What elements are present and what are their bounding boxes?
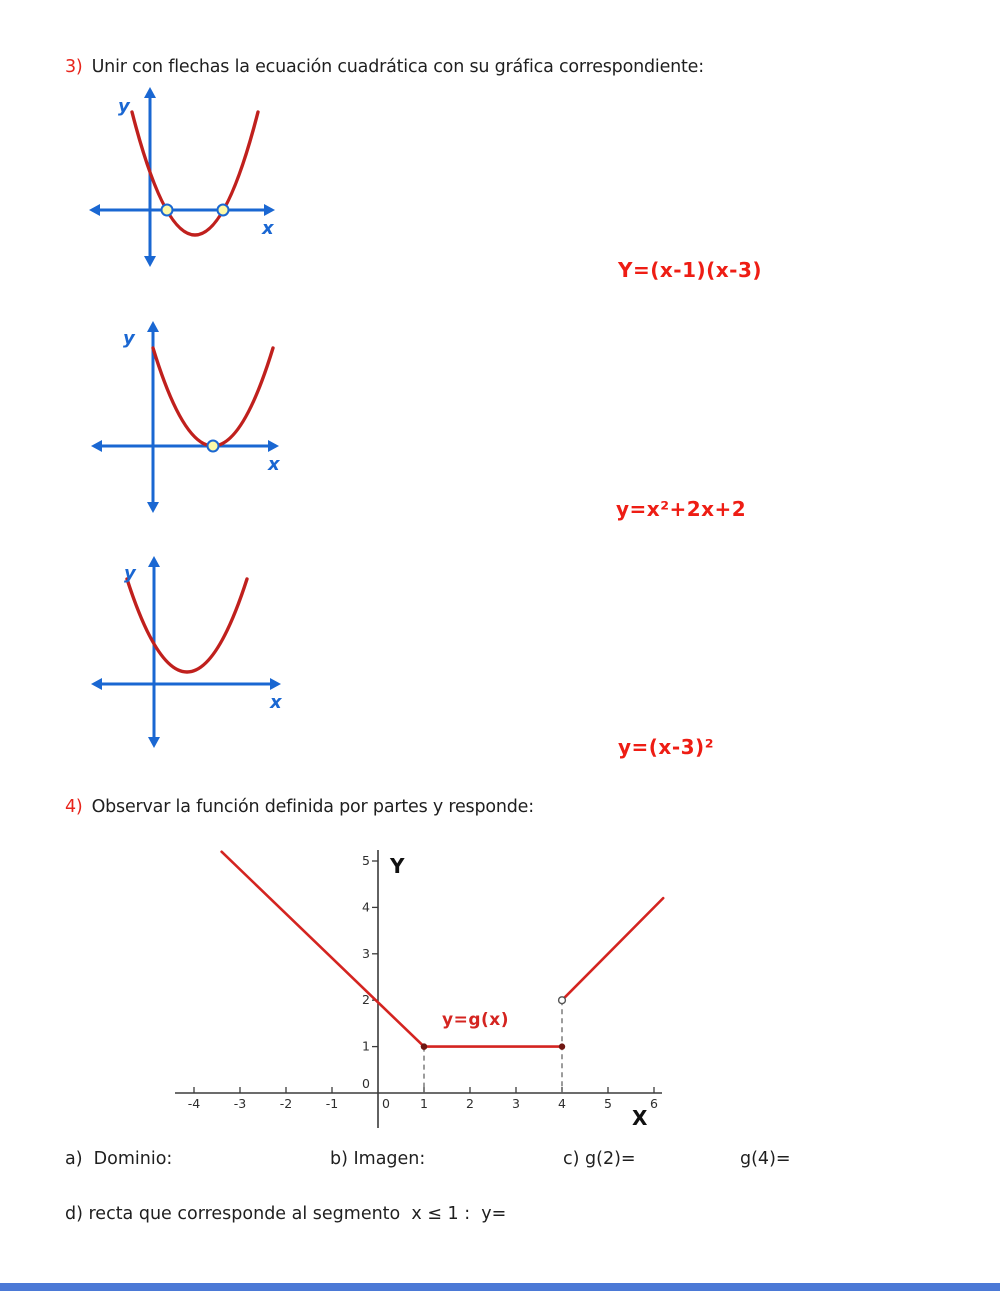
svg-text:0: 0: [382, 1096, 390, 1111]
footer-bar: [0, 1283, 1000, 1291]
y-axis-label: y: [118, 96, 131, 117]
exercise4-title: Observar la función definida por partes …: [91, 797, 535, 817]
root-point: [160, 203, 174, 217]
right-arrow-icon: [268, 440, 279, 452]
root-point: [206, 439, 220, 453]
parabola-curve: [151, 346, 275, 448]
svg-text:-2: -2: [280, 1096, 292, 1111]
down-arrow-icon: [147, 502, 159, 513]
axes: [89, 87, 275, 267]
left-arrow-icon: [91, 440, 102, 452]
x-axis-label: x: [269, 692, 283, 713]
down-arrow-icon: [144, 256, 156, 267]
y-axis-label: y: [124, 563, 137, 584]
parabola-curve: [130, 110, 260, 237]
left-arrow-icon: [91, 678, 102, 690]
answer-b-label: b) Imagen:: [330, 1149, 426, 1169]
y-axis-title: Y: [389, 854, 405, 878]
svg-text:5: 5: [604, 1096, 612, 1111]
answer-d-label: d) recta que corresponde al segmento x ≤…: [65, 1204, 507, 1224]
svg-text:0: 0: [362, 1076, 370, 1091]
equation-1[interactable]: Y=(x-1)(x-3): [618, 258, 763, 282]
svg-text:-4: -4: [188, 1096, 201, 1111]
svg-text:1: 1: [362, 1039, 370, 1054]
y-axis-label: y: [123, 328, 136, 349]
svg-text:2: 2: [466, 1096, 474, 1111]
parabola-graph-two-roots[interactable]: y x: [88, 86, 288, 271]
up-arrow-icon: [144, 87, 156, 98]
exercise3-number: 3): [65, 57, 83, 77]
axes: [91, 321, 279, 513]
x-axis-label: x: [267, 454, 281, 475]
svg-text:2: 2: [362, 992, 370, 1007]
svg-text:3: 3: [362, 946, 370, 961]
exercise3-heading: 3) Unir con flechas la ecuación cuadrátic…: [65, 57, 704, 77]
svg-text:4: 4: [558, 1096, 566, 1111]
equation-3[interactable]: y=(x-3)²: [618, 735, 714, 759]
svg-text:3: 3: [512, 1096, 520, 1111]
right-arrow-icon: [270, 678, 281, 690]
piecewise-function-chart: -4 -3 -2 -1 0 1 2 3 4 5 6 0 1 2 3 4 5 Y X y=g(x): [175, 850, 665, 1130]
up-arrow-icon: [148, 556, 160, 567]
svg-text:4: 4: [362, 899, 370, 914]
svg-text:1: 1: [420, 1096, 428, 1111]
left-arrow-icon: [89, 204, 100, 216]
exercise4-number: 4): [65, 797, 83, 817]
function-label: y=g(x): [442, 1010, 509, 1030]
svg-text:6: 6: [650, 1096, 658, 1111]
svg-text:-1: -1: [326, 1096, 338, 1111]
down-arrow-icon: [148, 737, 160, 748]
exercise3-title: Unir con flechas la ecuación cuadrática …: [91, 57, 705, 77]
chart-generated-content: -4 -3 -2 -1 0 1 2 3 4 5 6 0 1 2 3 4 5: [175, 850, 665, 1128]
x-axis-label: x: [261, 218, 275, 239]
answer-c2-label: g(4)=: [740, 1149, 791, 1169]
svg-text:-3: -3: [234, 1096, 246, 1111]
x-axis-title: X: [632, 1106, 648, 1130]
right-arrow-icon: [264, 204, 275, 216]
root-point: [216, 203, 230, 217]
answer-c-label: c) g(2)=: [563, 1149, 636, 1169]
equation-2[interactable]: y=x²+2x+2: [616, 497, 747, 521]
parabola-graph-no-roots[interactable]: y x: [90, 551, 290, 756]
axes: [91, 556, 281, 748]
svg-text:5: 5: [362, 853, 370, 868]
answer-a-label: a) Dominio:: [65, 1149, 173, 1169]
parabola-graph-one-root[interactable]: y x: [90, 318, 290, 518]
up-arrow-icon: [147, 321, 159, 332]
parabola-curve: [125, 577, 249, 674]
exercise4-heading: 4) Observar la función definida por parte…: [65, 797, 534, 817]
